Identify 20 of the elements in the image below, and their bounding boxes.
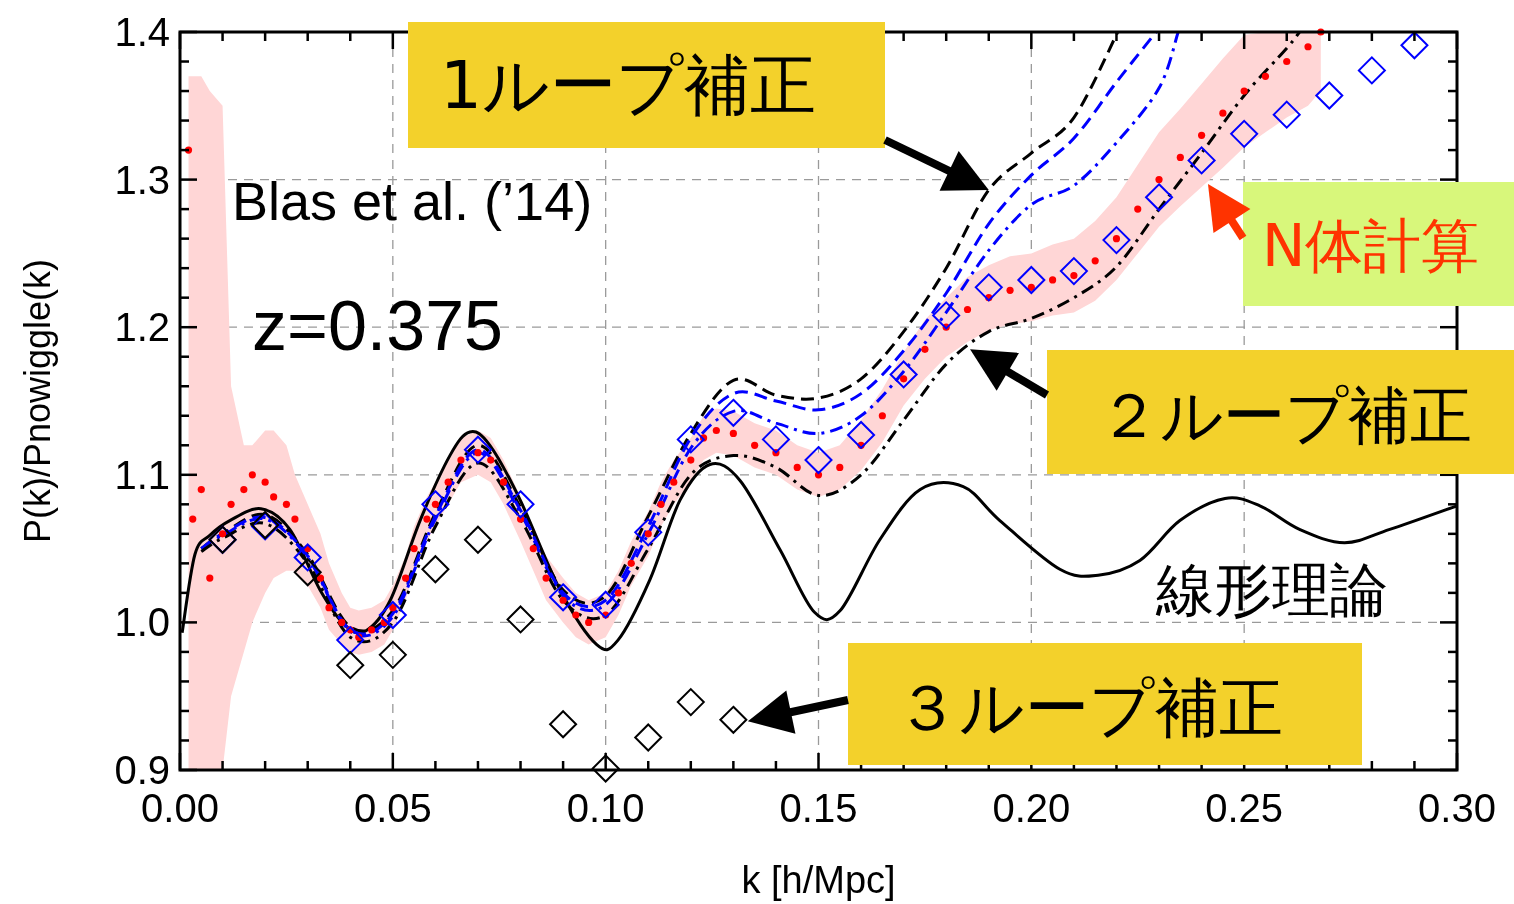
annotation: 1ループ補正 (440, 47, 816, 124)
x-tick-label: 0.30 (1418, 786, 1496, 830)
x-tick-label: 0.25 (1205, 786, 1284, 830)
annotation: 線形理論 (1155, 556, 1388, 624)
y-tick-label: 1.4 (114, 10, 170, 54)
x-tick-label: 0.15 (779, 786, 858, 830)
y-tick-label: 1.0 (114, 600, 170, 645)
annotation: Blas et al. (’14) (232, 171, 593, 231)
y-tick-label: 1.1 (114, 452, 170, 497)
annotation: ２ループ補正 (1098, 379, 1472, 452)
annotation: ３ループ補正 (895, 671, 1283, 745)
annotation: N体計算 (1262, 212, 1480, 280)
y-axis-title: P(k)/Pnowiggle(k) (17, 258, 58, 544)
x-tick-label: 0.10 (566, 786, 645, 830)
x-axis-title: k [h/Mpc] (741, 859, 896, 901)
y-tick-label: 1.3 (114, 157, 170, 202)
x-tick-label: 0.20 (992, 786, 1071, 830)
annotation: z=0.375 (252, 287, 504, 365)
x-tick-label: 0.05 (353, 786, 432, 830)
y-tick-label: 1.2 (114, 305, 170, 350)
